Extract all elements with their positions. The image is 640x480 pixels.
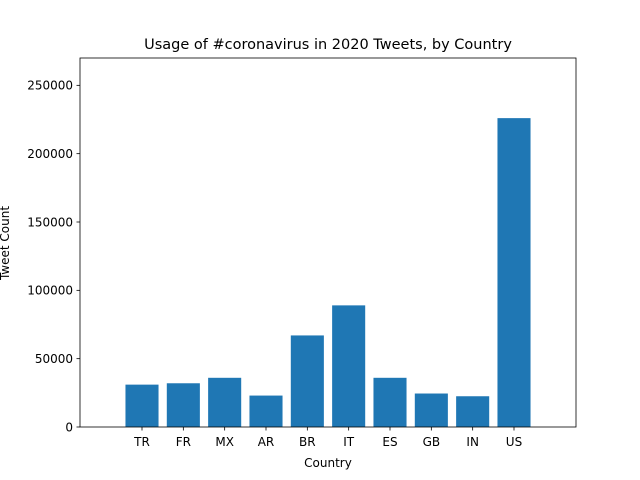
y-axis-ticks: 0 50000 100000 150000 200000 250000 <box>27 79 80 434</box>
x-tick-label-fr: FR <box>176 435 191 449</box>
x-tick-label-ar: AR <box>258 435 275 449</box>
bar-tr <box>125 384 159 427</box>
y-tick-label-50000: 50000 <box>35 352 73 366</box>
bar-br <box>290 335 324 427</box>
bar-mx <box>208 377 242 427</box>
chart-title: Usage of #coronavirus in 2020 Tweets, by… <box>144 37 512 53</box>
bar-gb <box>414 393 448 427</box>
x-tick-label-gb: GB <box>423 435 441 449</box>
bar-in <box>456 396 490 427</box>
y-tick-label-150000: 150000 <box>27 215 73 229</box>
x-tick-label-tr: TR <box>133 435 150 449</box>
y-tick-label-100000: 100000 <box>27 284 73 298</box>
bar-us <box>497 118 531 427</box>
x-tick-label-br: BR <box>299 435 316 449</box>
x-axis-label: Country <box>304 456 352 470</box>
y-tick-label-0: 0 <box>65 420 73 434</box>
x-tick-label-mx: MX <box>215 435 234 449</box>
bar-es <box>373 377 407 427</box>
x-tick-label-es: ES <box>382 435 397 449</box>
plot-frame <box>79 57 577 428</box>
y-tick-label-250000: 250000 <box>27 79 73 93</box>
x-tick-label-us: US <box>506 435 522 449</box>
x-tick-label-it: IT <box>343 435 355 449</box>
x-tick-label-in: IN <box>466 435 479 449</box>
y-tick-label-200000: 200000 <box>27 147 73 161</box>
bars-group <box>125 118 531 427</box>
x-axis-ticks: TR FR MX AR BR IT ES GB IN US <box>133 427 522 449</box>
y-axis-label: Tweet Count <box>0 206 12 281</box>
bar-fr <box>166 383 200 427</box>
bar-it <box>332 305 366 427</box>
bar-ar <box>249 395 283 427</box>
